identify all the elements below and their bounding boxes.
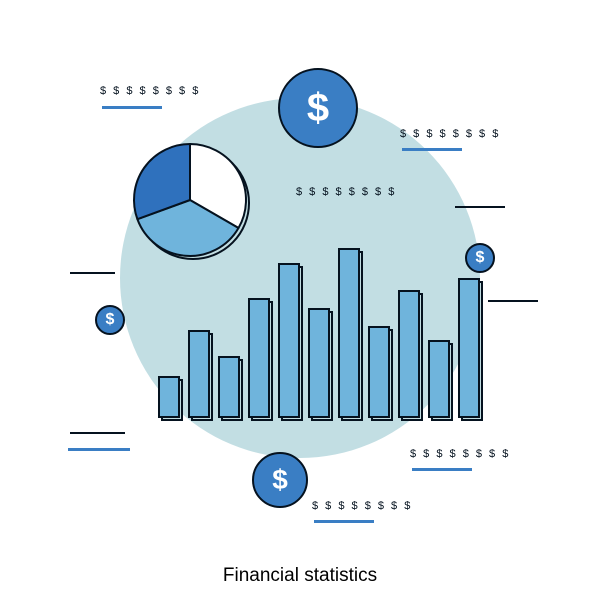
bar <box>458 278 480 418</box>
bar <box>158 376 180 418</box>
dollar-coin-icon: $ <box>465 243 495 273</box>
bar <box>428 340 450 418</box>
bar <box>398 290 420 418</box>
bar <box>368 326 390 418</box>
pie-chart <box>127 137 253 263</box>
bar <box>308 308 330 418</box>
bar <box>278 263 300 418</box>
dollar-coin-icon: $ <box>252 452 308 508</box>
dollar-coin-icon: $ <box>278 68 358 148</box>
bar <box>248 298 270 418</box>
bar <box>218 356 240 418</box>
bar <box>188 330 210 418</box>
page-title: Financial statistics <box>0 565 600 587</box>
dollar-coin-icon: $ <box>95 305 125 335</box>
bar <box>338 248 360 418</box>
